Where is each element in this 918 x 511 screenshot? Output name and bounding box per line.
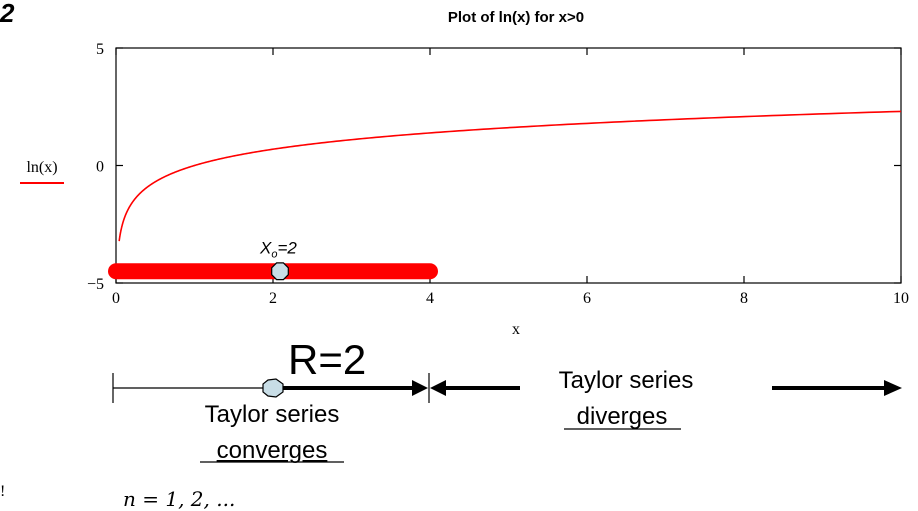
corner-label: 2 [0, 0, 15, 28]
converges-label-line2: converges [217, 437, 328, 464]
y-tick-label: 0 [96, 159, 104, 176]
x-tick-label: 8 [740, 290, 748, 307]
x-tick-label: 10 [893, 290, 909, 307]
center-point-label: Xo=2 [259, 238, 297, 260]
y-tick-label: −5 [87, 276, 104, 293]
center-label-sub: o [271, 248, 277, 260]
diagram-center-marker [262, 378, 284, 398]
series-ln-x-line [118, 110, 902, 242]
center-label-suffix: =2 [277, 238, 297, 257]
radius-label: R=2 [288, 336, 366, 383]
divergence-left-arrowhead [430, 380, 446, 396]
center-point-marker [271, 262, 289, 281]
plot-frame [115, 47, 902, 284]
diverges-label-line1: Taylor series [559, 367, 694, 394]
convergence-arrowhead [412, 380, 428, 396]
diverges-label-line2: diverges [577, 403, 668, 430]
legend-label: ln(x) [26, 159, 57, 176]
y-axis-ticks: −5 0 5 [87, 41, 901, 293]
converges-label-line1: Taylor series [205, 401, 340, 428]
y-tick-label: 5 [96, 41, 104, 58]
x-tick-label: 0 [112, 290, 120, 307]
center-label-x: X [259, 238, 272, 257]
bottom-left-fragment: ! [0, 483, 5, 500]
x-tick-label: 2 [269, 290, 277, 307]
x-tick-label: 4 [426, 290, 434, 307]
divergence-right-arrowhead [884, 380, 902, 396]
chart-title: Plot of ln(x) for x>0 [448, 9, 584, 26]
bottom-formula: n = 1, 2, ... [123, 487, 235, 511]
x-axis-label: x [512, 321, 520, 338]
x-axis-ticks: 0 2 4 6 8 10 [112, 48, 909, 307]
x-tick-label: 6 [583, 290, 591, 307]
